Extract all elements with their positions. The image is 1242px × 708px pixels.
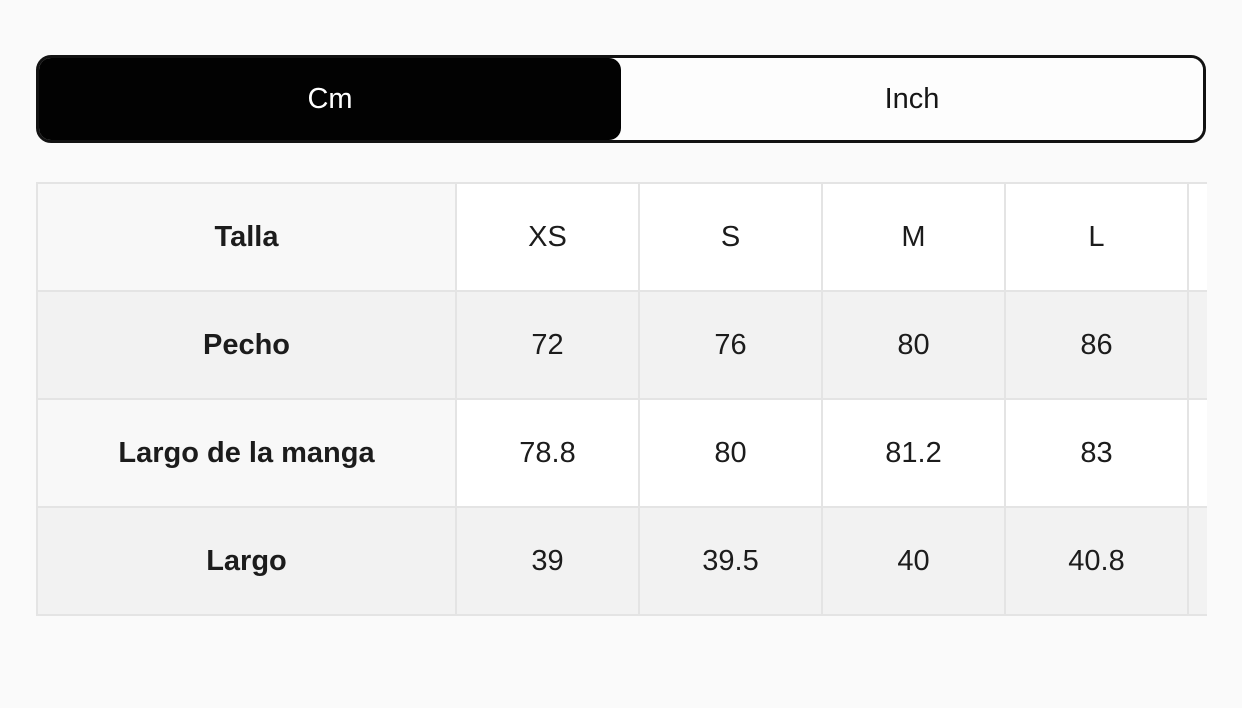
column-header-talla: Talla: [36, 182, 457, 292]
table-cell: 83: [1004, 398, 1189, 508]
size-chart-table: Talla XS S M L Pecho 72 76 80 86 Largo d…: [36, 182, 1207, 616]
table-cell-clipped: [1187, 290, 1207, 400]
table-row-largo: Largo 39 39.5 40 40.8: [36, 506, 1207, 616]
table-cell: 39: [455, 506, 640, 616]
table-cell-clipped: [1187, 398, 1207, 508]
table-row-pecho: Pecho 72 76 80 86: [36, 290, 1207, 400]
column-header-s: S: [638, 182, 823, 292]
table-cell: 81.2: [821, 398, 1006, 508]
unit-toggle: Cm Inch: [36, 55, 1206, 143]
inch-toggle-button[interactable]: Inch: [621, 58, 1203, 140]
column-header-clipped: [1187, 182, 1207, 292]
row-label: Largo de la manga: [36, 398, 457, 508]
table-cell: 76: [638, 290, 823, 400]
table-cell: 72: [455, 290, 640, 400]
table-row-largo-manga: Largo de la manga 78.8 80 81.2 83: [36, 398, 1207, 508]
column-header-m: M: [821, 182, 1006, 292]
table-cell: 78.8: [455, 398, 640, 508]
cm-toggle-button[interactable]: Cm: [39, 58, 621, 140]
table-cell: 40: [821, 506, 1006, 616]
table-cell-clipped: [1187, 506, 1207, 616]
table-cell: 80: [638, 398, 823, 508]
row-label: Pecho: [36, 290, 457, 400]
table-cell: 86: [1004, 290, 1189, 400]
table-cell: 80: [821, 290, 1006, 400]
table-header-row: Talla XS S M L: [36, 182, 1207, 292]
column-header-l: L: [1004, 182, 1189, 292]
table-cell: 39.5: [638, 506, 823, 616]
row-label: Largo: [36, 506, 457, 616]
size-chart-scroll-area[interactable]: Talla XS S M L Pecho 72 76 80 86 Largo d…: [36, 182, 1207, 616]
table-cell: 40.8: [1004, 506, 1189, 616]
column-header-xs: XS: [455, 182, 640, 292]
